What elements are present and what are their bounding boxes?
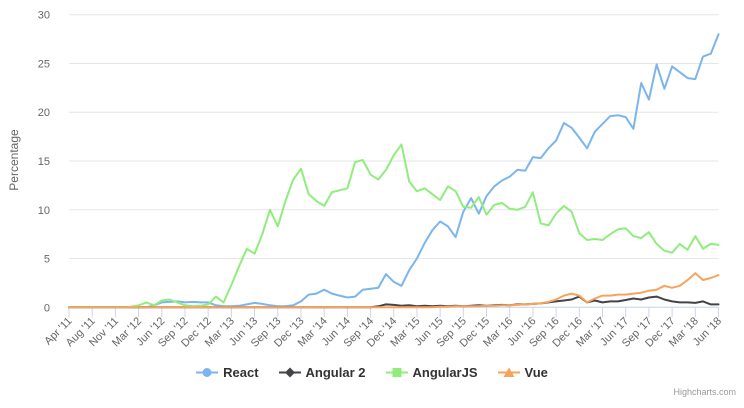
react-circle-marker-icon: [196, 368, 219, 377]
legend-label-angular-2: Angular 2: [305, 365, 366, 380]
legend-item-angularjs[interactable]: AngularJS: [385, 365, 478, 380]
series-line-angularjs: [68, 143, 720, 309]
vue-triangle-marker-icon: [497, 367, 520, 377]
legend-label-angularjs: AngularJS: [412, 365, 478, 380]
legend-item-react[interactable]: React: [196, 365, 259, 380]
y-axis-label: 10: [38, 205, 50, 217]
y-axis-title: Percentage: [7, 129, 21, 191]
angular2-diamond-marker-icon: [278, 367, 301, 378]
legend: React Angular 2 AngularJS Vue: [0, 365, 744, 380]
y-axis-label: 15: [38, 156, 50, 168]
legend-item-angular-2[interactable]: Angular 2: [278, 365, 366, 380]
series-line-vue: [68, 272, 720, 309]
series-line-react: [68, 33, 720, 309]
legend-label-react: React: [223, 365, 259, 380]
y-axis-label: 5: [44, 254, 50, 266]
y-axis-label: 30: [38, 10, 50, 22]
legend-label-vue: Vue: [524, 365, 548, 380]
legend-item-vue[interactable]: Vue: [497, 365, 548, 380]
y-axis-label: 25: [38, 58, 50, 70]
y-axis-label: 0: [44, 302, 50, 314]
highcharts-credit-link[interactable]: Highcharts.com: [673, 387, 736, 397]
angularjs-square-marker-icon: [385, 368, 408, 377]
y-axis-label: 20: [38, 107, 50, 119]
